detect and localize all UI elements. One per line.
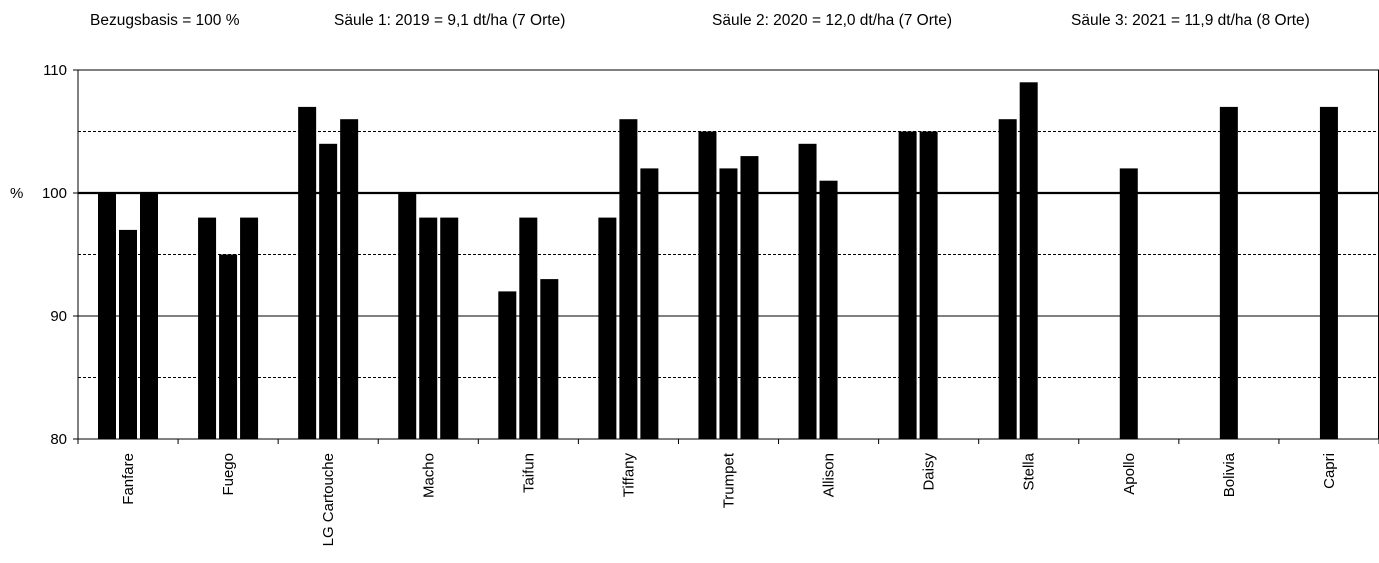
category-label-apollo: Apollo bbox=[1121, 453, 1138, 495]
bar-taifun-series-1 bbox=[498, 291, 517, 439]
series-3-description: Säule 3: 2021 = 11,9 dt/ha (8 Orte) bbox=[1071, 12, 1310, 29]
bar-fanfare-series-1 bbox=[98, 193, 116, 439]
bar-bolivia-series-2 bbox=[1219, 106, 1238, 440]
category-label-tiffany: Tiffany bbox=[620, 453, 637, 498]
category-label-fuego: Fuego bbox=[220, 453, 237, 496]
bar-lg-cartouche-series-3 bbox=[340, 119, 359, 439]
bar-allison-series-2 bbox=[819, 180, 838, 439]
bar-capri-series-2 bbox=[1319, 106, 1338, 440]
category-label-taifun: Taifun bbox=[520, 453, 537, 493]
bar-fuego-series-2 bbox=[219, 254, 238, 439]
category-label-lg-cartouche: LG Cartouche bbox=[320, 453, 337, 546]
bar-fanfare-series-2 bbox=[119, 229, 137, 439]
category-label-fanfare: Fanfare bbox=[120, 453, 137, 505]
bar-tiffany-series-2 bbox=[619, 119, 638, 439]
bar-macho-series-2 bbox=[419, 217, 438, 439]
series-2-description: Säule 2: 2020 = 12,0 dt/ha (7 Orte) bbox=[712, 12, 952, 29]
bar-taifun-series-2 bbox=[519, 217, 538, 439]
category-label-capri: Capri bbox=[1321, 453, 1338, 489]
bar-stella-series-1 bbox=[998, 119, 1017, 439]
bar-tiffany-series-1 bbox=[598, 217, 617, 439]
bar-trumpet-series-3 bbox=[740, 156, 759, 439]
bar-apollo-series-2 bbox=[1119, 168, 1138, 439]
y-tick-label-110: 110 bbox=[43, 62, 67, 79]
bar-fuego-series-3 bbox=[240, 217, 259, 439]
bar-taifun-series-3 bbox=[540, 279, 559, 439]
category-label-bolivia: Bolivia bbox=[1221, 452, 1238, 497]
series-1-description: Säule 1: 2019 = 9,1 dt/ha (7 Orte) bbox=[334, 12, 566, 29]
bar-lg-cartouche-series-2 bbox=[319, 143, 338, 440]
category-label-daisy: Daisy bbox=[921, 453, 938, 491]
category-label-trumpet: Trumpet bbox=[721, 452, 738, 508]
basis-label: Bezugsbasis = 100 % bbox=[90, 12, 240, 29]
bar-fanfare-series-3 bbox=[140, 193, 158, 439]
chart-header: Bezugsbasis = 100 % Säule 1: 2019 = 9,1 … bbox=[0, 8, 1379, 36]
bar-trumpet-series-2 bbox=[719, 168, 738, 439]
category-label-macho: Macho bbox=[420, 453, 437, 498]
bar-allison-series-1 bbox=[798, 143, 817, 440]
bar-daisy-series-1 bbox=[898, 131, 917, 439]
y-tick-label-80: 80 bbox=[50, 431, 67, 448]
category-label-stella: Stella bbox=[1021, 452, 1038, 490]
bar-macho-series-1 bbox=[398, 193, 417, 439]
bar-lg-cartouche-series-1 bbox=[298, 106, 317, 440]
y-tick-label-90: 90 bbox=[50, 308, 67, 325]
bar-trumpet-series-1 bbox=[698, 131, 717, 439]
bar-macho-series-3 bbox=[440, 217, 459, 439]
category-label-allison: Allison bbox=[821, 453, 838, 497]
bar-fuego-series-1 bbox=[198, 217, 217, 439]
bar-tiffany-series-3 bbox=[640, 168, 659, 439]
bar-stella-series-2 bbox=[1019, 82, 1038, 440]
y-axis-label: % bbox=[10, 185, 23, 202]
y-tick-label-100: 100 bbox=[42, 185, 67, 202]
bar-daisy-series-2 bbox=[919, 131, 938, 439]
